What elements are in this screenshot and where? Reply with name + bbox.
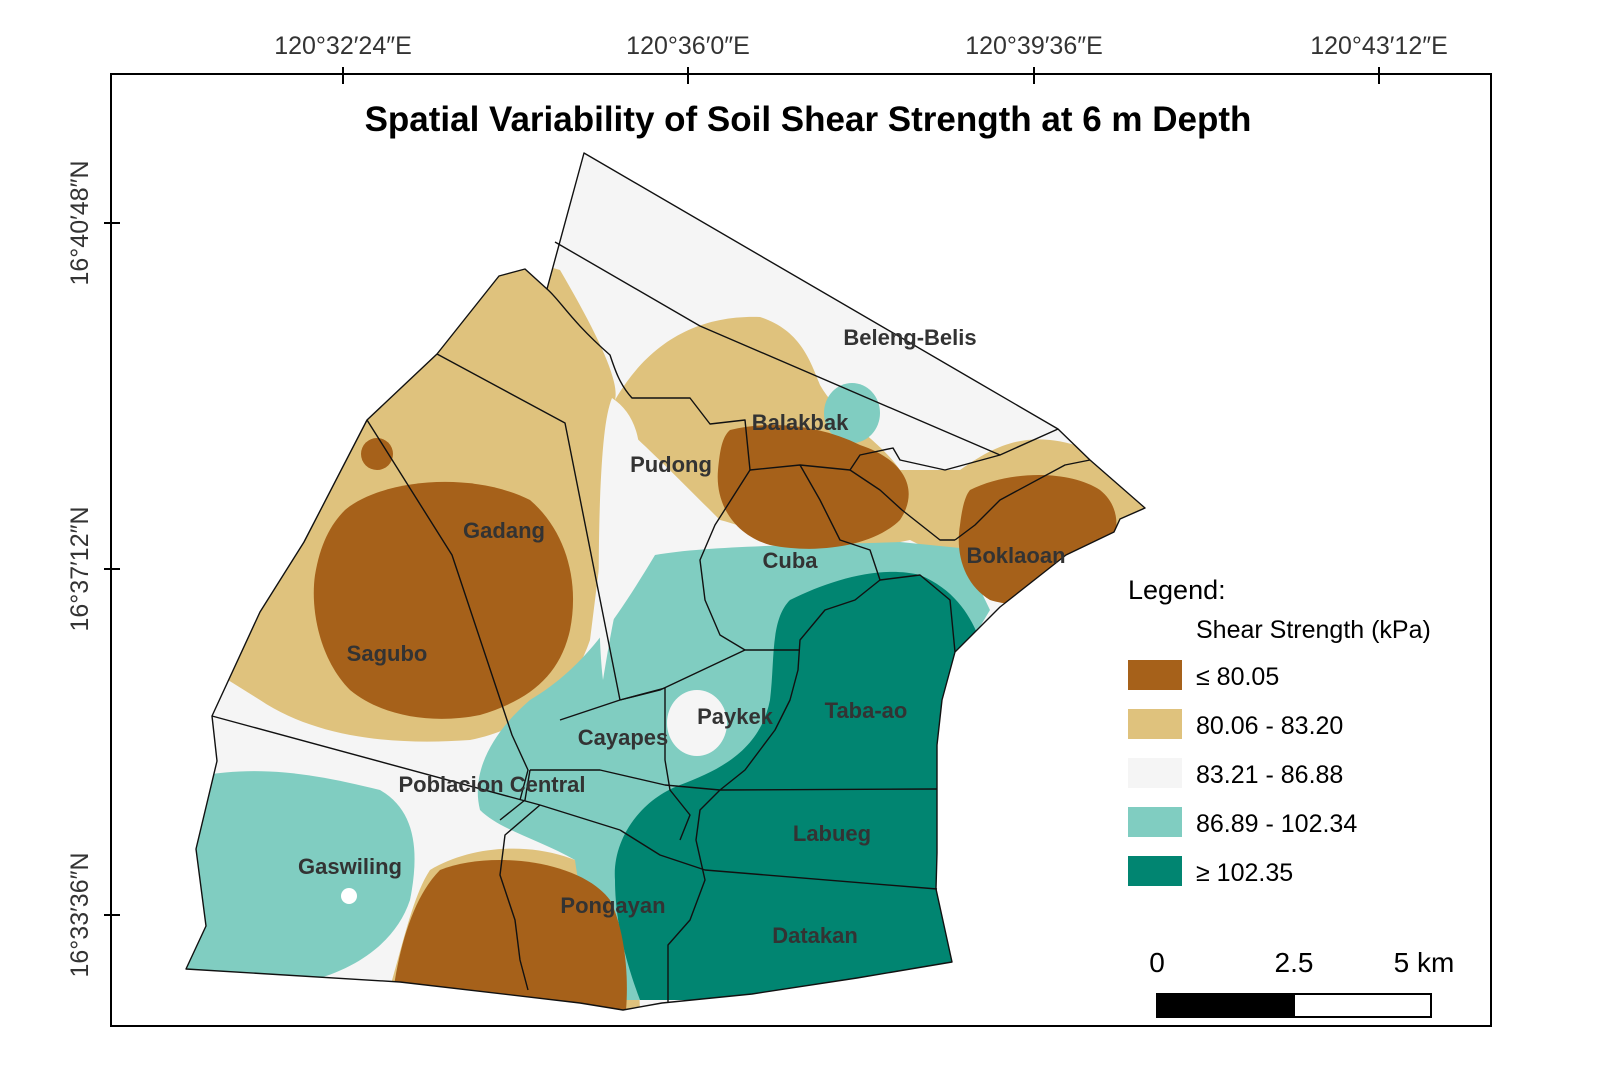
longitude-ticks: 120°32′24″E 120°36′0″E 120°39′36″E 120°4… [274, 32, 1448, 84]
boundary-gadang-sagubo [366, 419, 529, 801]
legend-item-label: 83.21 - 86.88 [1196, 761, 1343, 789]
label-cuba: Cuba [763, 548, 819, 573]
legend: Legend: Shear Strength (kPa) ≤ 80.05 80.… [1128, 575, 1431, 887]
label-taba-ao: Taba-ao [825, 698, 908, 723]
label-pongayan: Pongayan [560, 893, 665, 918]
legend-swatch [1128, 807, 1182, 837]
boundary-pongayan-west [499, 804, 541, 991]
legend-swatch [1128, 856, 1182, 886]
legend-item-label: 80.06 - 83.20 [1196, 712, 1343, 740]
scale-label-5km: 5 km [1394, 947, 1455, 978]
boundary-cuba-east [799, 464, 881, 581]
zone-83-86-gaswiling-dot [341, 888, 357, 904]
label-boklaoan: Boklaoan [966, 543, 1065, 568]
zone-83-86-paykek [667, 690, 727, 756]
boundary-gadang-pudong [436, 353, 621, 701]
boundary-boklaoan-north [954, 459, 1091, 541]
lat-tick-label: 16°40′48″N [66, 160, 94, 285]
place-labels: Beleng-Belis Balakbak Pudong Gadang Cuba… [298, 325, 1065, 948]
boundary-pudong-balakbak [546, 288, 1001, 471]
lon-tick-label: 120°39′36″E [965, 32, 1103, 60]
boundary-balakbak-boklaoan [849, 469, 955, 541]
lon-tick-label: 120°36′0″E [626, 32, 750, 60]
boundary-cayapes-paykek [559, 687, 691, 841]
label-pudong: Pudong [630, 452, 712, 477]
zone-86-102-west [186, 771, 415, 985]
scale-segment-black [1156, 993, 1295, 1018]
label-beleng-belis: Beleng-Belis [843, 325, 976, 350]
legend-swatch [1128, 758, 1182, 788]
boundary-cuba-west [699, 469, 751, 651]
legend-swatch [1128, 709, 1182, 739]
label-balakbak: Balakbak [752, 410, 849, 435]
legend-subtitle: Shear Strength (kPa) [1196, 616, 1431, 644]
scale-label-2-5: 2.5 [1275, 947, 1314, 978]
map-title: Spatial Variability of Soil Shear Streng… [365, 100, 1252, 139]
zone-102-plus [614, 571, 980, 1000]
boundary-cayapes-south [499, 769, 531, 821]
legend-item-label: 86.89 - 102.34 [1196, 810, 1357, 838]
boundary-labueg-south [619, 829, 938, 890]
legend-swatch [1128, 660, 1182, 690]
label-gadang: Gadang [463, 518, 545, 543]
label-gaswiling: Gaswiling [298, 854, 402, 879]
boundary-beleng-belis [554, 241, 1059, 456]
lon-tick-label: 120°43′12″E [1310, 32, 1448, 60]
latitude-ticks: 16°40′48″N 16°37′12″N 16°33′36″N [66, 160, 120, 978]
label-paykek: Paykek [697, 704, 774, 729]
boundary-labueg-north [530, 769, 938, 791]
barangay-boundaries [185, 152, 1146, 1011]
lon-tick-label: 120°32′24″E [274, 32, 412, 60]
legend-title: Legend: [1128, 575, 1226, 605]
zone-80-small-patch [361, 438, 393, 470]
label-datakan: Datakan [772, 923, 858, 948]
boundary-taba-ao-north [879, 574, 956, 653]
lat-tick-label: 16°37′12″N [66, 506, 94, 631]
scale-bar: 0 2.5 5 km [1149, 947, 1455, 1018]
label-sagubo: Sagubo [347, 641, 428, 666]
zone-83-86-pudong [598, 398, 640, 680]
label-cayapes: Cayapes [578, 725, 669, 750]
scale-label-0: 0 [1149, 947, 1165, 978]
zone-80-west [313, 481, 574, 719]
zone-80-pongayan [390, 860, 627, 1010]
boundary-taba-ao-west [667, 579, 881, 1003]
label-poblacion-central: Poblacion Central [398, 772, 585, 797]
legend-item-label: ≥ 102.35 [1196, 859, 1293, 887]
scale-segment-white [1293, 993, 1432, 1018]
lat-tick-label: 16°33′36″N [66, 852, 94, 977]
study-area-outline [185, 152, 1146, 1011]
label-labueg: Labueg [793, 821, 871, 846]
legend-item-label: ≤ 80.05 [1196, 663, 1279, 691]
